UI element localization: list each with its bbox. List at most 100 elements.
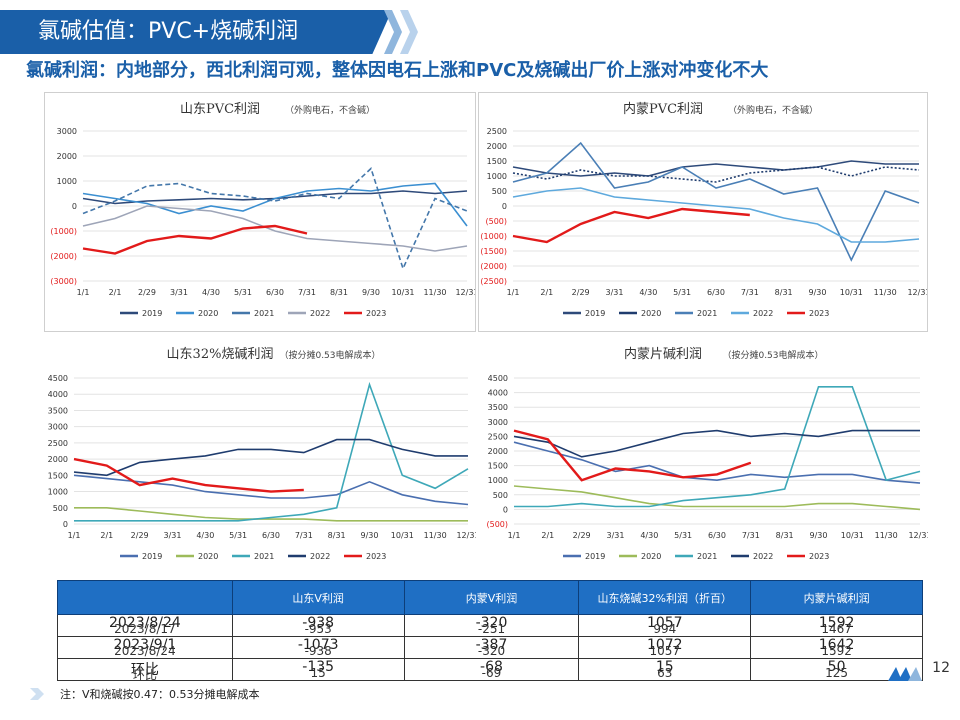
- y-tick-label: (500): [485, 217, 507, 226]
- legend-label: 2019: [142, 309, 162, 318]
- table-header-row: 山东V利润 内蒙V利润 山东烧碱32%利润（折百） 内蒙片碱利润: [57, 580, 923, 615]
- y-tick-label: 3500: [488, 403, 508, 412]
- x-tick-label: 2/29: [138, 288, 156, 297]
- cell-value: 2023/8/24: [108, 615, 181, 631]
- legend-label: 2020: [641, 552, 661, 561]
- y-tick-label: 4000: [48, 390, 68, 399]
- y-tick-label: (2000): [50, 252, 77, 261]
- table-cell: 2023/9/1 2023/8/24: [57, 636, 233, 659]
- x-tick-label: 7/31: [298, 288, 316, 297]
- series-line-2019: [512, 160, 919, 177]
- y-tick-label: 3500: [48, 406, 68, 415]
- table-cell: 1057 994: [578, 614, 752, 637]
- table-cell: 2023/8/24 2023/8/17: [57, 614, 233, 637]
- series-line-2020: [513, 485, 921, 511]
- legend-label: 2023: [809, 552, 829, 561]
- legend-label: 2023: [809, 309, 829, 318]
- table-header: [57, 580, 233, 615]
- series-line-2022: [512, 187, 920, 243]
- x-tick-label: 12/31: [456, 531, 476, 540]
- cell-value-prior: 2023/8/24: [114, 644, 176, 658]
- series-line-2023: [73, 457, 304, 493]
- y-tick-label: 3000: [488, 418, 508, 427]
- series-line-2023: [513, 429, 752, 482]
- chart-neimeng-flake: 内蒙片碱利润 （按分摊0.53电解成本） 4500 4000 3500 3000 2500 2…: [478, 338, 928, 574]
- y-tick-label: (3000): [50, 277, 77, 286]
- table-cell: -387 -320: [403, 636, 580, 659]
- x-tick-label: 2/1: [109, 288, 122, 297]
- legend-label: 2023: [366, 552, 386, 561]
- x-tick-label: 5/31: [673, 288, 691, 297]
- series-line-2020: [82, 182, 468, 227]
- legend-label: 2021: [254, 552, 274, 561]
- cell-value-prior: 1057: [649, 644, 681, 658]
- y-tick-label: 4500: [488, 374, 508, 383]
- x-tick-label: 2/1: [541, 531, 554, 540]
- chart-subtitle: （外购电石，不含碱）: [728, 104, 818, 116]
- table-cell: -938 -953: [231, 614, 405, 637]
- x-tick-label: 7/31: [741, 288, 759, 297]
- chart-title: 山东32%烧碱利润: [167, 347, 274, 362]
- cell-value-prior: 2023/8/17: [114, 622, 176, 636]
- chevron-decoration-icon: [384, 10, 402, 54]
- legend-label: 2022: [753, 552, 773, 561]
- table-cell: 15 63: [578, 658, 752, 681]
- x-tick-label: 2/1: [100, 531, 113, 540]
- y-tick-label: (2000): [480, 262, 507, 271]
- y-tick-label: 0: [63, 520, 68, 529]
- cell-value-prior: 1467: [821, 622, 852, 636]
- legend-label: 2023: [366, 309, 386, 318]
- x-tick-label: 11/30: [874, 288, 897, 297]
- x-tick-label: 3/31: [164, 531, 182, 540]
- legend-label: 2022: [753, 309, 773, 318]
- y-tick-label: 3000: [48, 423, 68, 432]
- page-subtitle: 氯碱利润：内地部分，西北利润可观，整体因电石上涨和PVC及烧碱出厂价上涨对冲变化…: [26, 60, 769, 81]
- cell-value-prior: -251: [477, 622, 506, 636]
- legend-label: 2019: [142, 552, 162, 561]
- x-tick-label: 11/30: [423, 288, 446, 297]
- y-tick-label: 1000: [488, 476, 508, 485]
- y-tick-label: 0: [72, 202, 77, 211]
- table-cell: 50 125: [750, 658, 923, 681]
- series-line-2022: [82, 205, 468, 252]
- y-tick-label: 0: [503, 505, 508, 514]
- cell-value: -320: [475, 615, 508, 631]
- chart-neimeng-pvc: 内蒙PVC利润 （外购电石，不含碱） 2500 2000 1500 1000 500 0 (50…: [478, 92, 928, 332]
- y-tick-label: 0: [502, 202, 507, 211]
- table-row: 2023/9/1 2023/8/24 -1073 -938 -387 -320 1072 10…: [57, 636, 923, 659]
- x-tick-label: 12/31: [908, 531, 928, 540]
- x-tick-label: 4/30: [202, 288, 220, 297]
- x-tick-label: 1/1: [508, 531, 521, 540]
- profit-table: 山东V利润 内蒙V利润 山东烧碱32%利润（折百） 内蒙片碱利润 2023/8/…: [57, 580, 923, 682]
- x-tick-label: 8/31: [775, 288, 793, 297]
- y-tick-label: 1500: [487, 157, 507, 166]
- x-tick-label: 7/31: [742, 531, 760, 540]
- x-tick-label: 9/30: [362, 288, 380, 297]
- series-line-2021: [514, 386, 921, 508]
- series-line-2021: [512, 141, 920, 262]
- x-tick-label: 10/31: [841, 531, 864, 540]
- cell-value: 1057: [646, 615, 683, 631]
- legend-label: 2019: [585, 552, 605, 561]
- page-title: 氯碱估值：PVC+烧碱利润: [0, 10, 392, 54]
- chart-title: 内蒙PVC利润: [623, 101, 703, 117]
- x-tick-label: 4/30: [640, 531, 658, 540]
- x-tick-label: 3/31: [606, 288, 624, 297]
- legend-label: 2020: [198, 552, 218, 561]
- table-cell: -135 15: [231, 658, 405, 681]
- y-tick-label: 4500: [48, 374, 68, 383]
- cell-value-prior: -938: [304, 644, 332, 658]
- legend-label: 2020: [641, 309, 661, 318]
- cell-value-prior: 环比: [132, 668, 157, 682]
- page-number: 12: [932, 660, 950, 676]
- company-logo-icon: [888, 667, 922, 681]
- table-row: 环比 环比 -135 15 -68 -69 15 63 50 125: [57, 658, 923, 682]
- chart-shandong-pvc: 山东PVC利润 （外购电石，不含碱） 3000 2000 1000 0 (1000) (200…: [44, 92, 476, 332]
- x-tick-label: 1/1: [507, 288, 520, 297]
- y-tick-label: 500: [53, 504, 68, 513]
- x-tick-label: 11/30: [424, 531, 447, 540]
- table-cell: -68 -69: [403, 658, 580, 681]
- y-tick-label: (1000): [50, 227, 77, 236]
- table-body: 2023/8/24 2023/8/17 -938 -953 -320 -251 1057 99…: [57, 614, 923, 682]
- chart-svg-shandong-pvc: 山东PVC利润 （外购电石，不含碱） 3000 2000 1000 0 (1000) (200…: [50, 102, 475, 318]
